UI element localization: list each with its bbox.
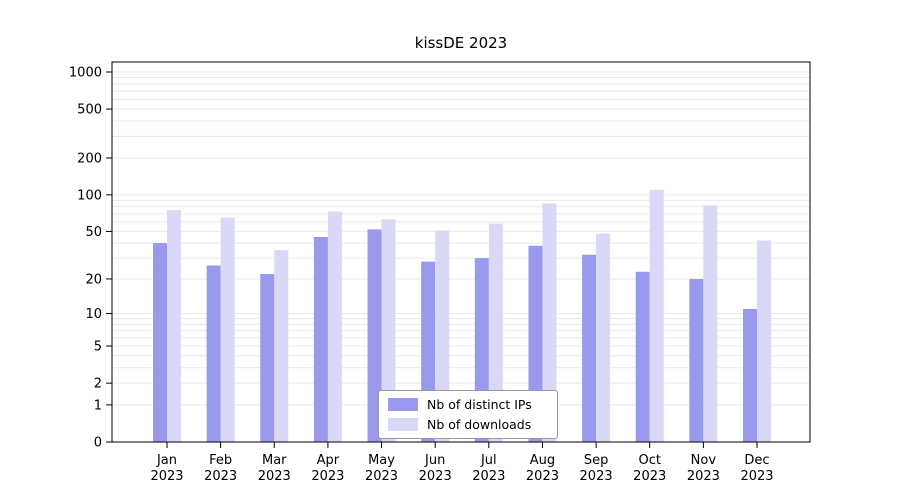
y-axis-tick-label: 0 [94, 436, 102, 451]
y-axis-tick-label: 5 [94, 340, 102, 355]
y-axis-tick-label: 10 [85, 307, 102, 322]
chart-title: kissDE 2023 [414, 34, 508, 52]
y-axis-tick-label: 200 [77, 151, 102, 166]
bar-distinct-ips-feb [206, 265, 221, 442]
bar-downloads-dec [757, 240, 771, 442]
bar-distinct-ips-dec [743, 308, 757, 442]
bar-downloads-oct [649, 189, 664, 442]
x-axis-tick-label-year: 2023 [258, 469, 291, 484]
bar-downloads-feb [220, 217, 235, 442]
y-axis-tick-label: 20 [85, 272, 102, 287]
x-axis-tick-label-year: 2023 [687, 469, 720, 484]
legend-swatch-downloads [388, 418, 418, 431]
legend-label-distinct-ips: Nb of distinct IPs [427, 397, 532, 412]
y-axis-tick-label: 1000 [69, 66, 102, 81]
x-axis-tick-label-month: Nov [691, 453, 717, 468]
bar-distinct-ips-nov [689, 278, 704, 442]
x-axis-tick-label-month: Apr [317, 453, 340, 468]
x-axis-tick-label-month: Sep [584, 453, 609, 468]
y-axis-tick-label: 100 [77, 188, 102, 203]
bar-distinct-ips-apr [313, 236, 328, 442]
bar-distinct-ips-sep [582, 254, 597, 442]
x-axis-tick-label-month: Mar [262, 453, 287, 468]
bar-distinct-ips-mar [260, 274, 275, 442]
legend-label-downloads: Nb of downloads [427, 417, 532, 432]
x-axis-tick-label-year: 2023 [419, 469, 452, 484]
x-axis-tick-label-year: 2023 [204, 469, 237, 484]
bar-distinct-ips-may [367, 229, 382, 442]
bar-downloads-jul [488, 223, 503, 442]
x-axis-tick-label-year: 2023 [472, 469, 505, 484]
x-axis-tick-label-month: Jun [424, 453, 445, 468]
y-axis-tick-label: 1 [94, 398, 102, 413]
x-axis-tick-label-month: Feb [209, 453, 232, 468]
legend-item-downloads: Nb of downloads [388, 417, 547, 432]
legend-swatch-distinct-ips [388, 398, 418, 411]
x-axis-tick-label-year: 2023 [526, 469, 559, 484]
x-axis-tick-label-month: Oct [638, 453, 660, 468]
x-axis-tick-label-year: 2023 [740, 469, 773, 484]
bar-downloads-mar [274, 250, 289, 442]
bar-downloads-nov [703, 205, 718, 442]
x-axis-tick-label-year: 2023 [580, 469, 613, 484]
x-axis-tick-label-year: 2023 [150, 469, 183, 484]
x-axis-tick-label-month: May [368, 453, 395, 468]
y-axis-tick-label: 50 [85, 225, 102, 240]
bar-downloads-aug [542, 203, 557, 442]
x-axis-tick-label-year: 2023 [633, 469, 666, 484]
plot-frame [111, 61, 811, 443]
bar-downloads-jan [167, 210, 181, 442]
bar-distinct-ips-oct [635, 271, 650, 442]
x-axis-tick-label-month: Dec [744, 453, 769, 468]
x-axis-tick-label-year: 2023 [311, 469, 344, 484]
bar-distinct-ips-jan [153, 243, 167, 442]
y-axis-tick-label: 500 [77, 103, 102, 118]
y-axis-tick-label: 2 [94, 377, 102, 392]
x-axis-tick-label-month: Aug [530, 453, 555, 468]
bar-downloads-sep [596, 233, 611, 442]
bar-downloads-jun [435, 230, 450, 442]
x-axis-tick-label-year: 2023 [365, 469, 398, 484]
x-axis-tick-label-month: Jul [480, 453, 497, 468]
legend: Nb of distinct IPs Nb of downloads [378, 390, 558, 439]
bar-downloads-apr [327, 211, 342, 442]
bar-downloads-may [381, 219, 396, 442]
x-axis-tick-label-month: Jan [156, 453, 177, 468]
legend-item-distinct-ips: Nb of distinct IPs [388, 397, 547, 412]
